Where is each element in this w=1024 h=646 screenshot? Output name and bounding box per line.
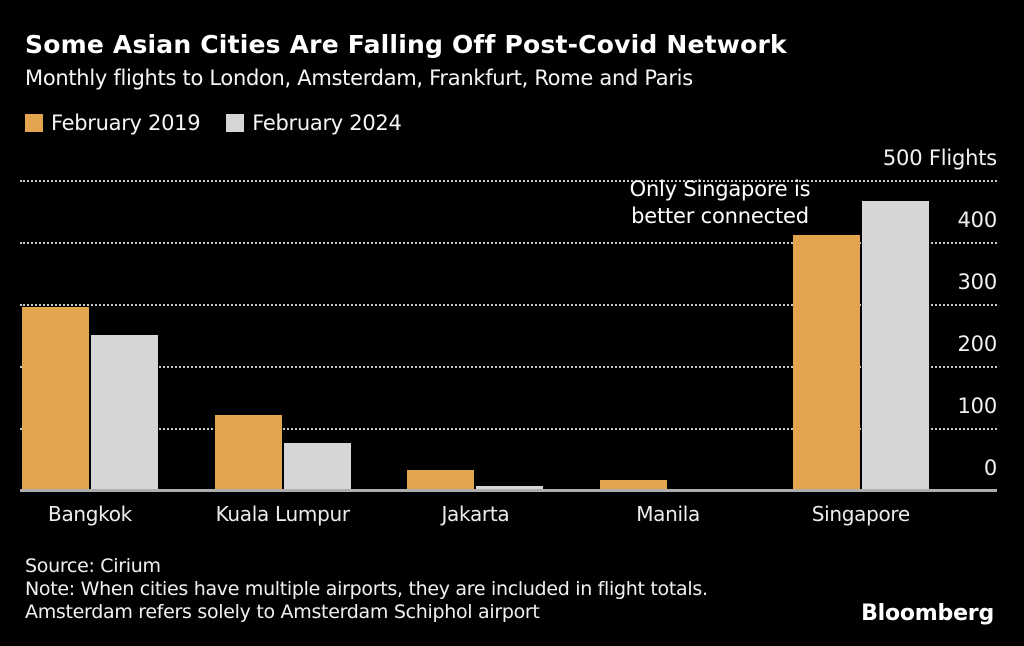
- gridline-500: [20, 180, 997, 182]
- annotation-line-1: Only Singapore is: [629, 177, 811, 201]
- x-category-label-manila: Manila: [636, 502, 700, 526]
- bloomberg-logo: Bloomberg: [861, 601, 994, 626]
- source-line: Source: Cirium: [25, 555, 161, 577]
- bar-bangkok-february-2019: [22, 307, 89, 492]
- gridline-100: [20, 428, 997, 430]
- x-category-label-jakarta: Jakarta: [441, 502, 510, 526]
- legend-item-feb-2019: February 2019: [25, 111, 201, 135]
- y-tick-label-0: 0: [983, 456, 997, 480]
- legend: February 2019 February 2024: [25, 111, 402, 135]
- bar-jakarta-february-2024: [476, 485, 544, 492]
- y-tick-label-300: 300: [957, 270, 998, 294]
- bar-kuala-lumpur-february-2024: [283, 443, 351, 492]
- y-tick-label-400: 400: [957, 208, 998, 232]
- footer-notes: Source: Cirium Note: When cities have mu…: [25, 555, 708, 624]
- chart-subtitle: Monthly flights to London, Amsterdam, Fr…: [25, 66, 693, 90]
- y-tick-label-100: 100: [957, 394, 998, 418]
- bar-bangkok-february-2024: [91, 335, 158, 492]
- bar-kuala-lumpur-february-2019: [214, 415, 282, 492]
- note-line-2: Amsterdam refers solely to Amsterdam Sch…: [25, 601, 540, 623]
- legend-swatch-feb-2024: [226, 114, 245, 132]
- bar-jakarta-february-2019: [407, 470, 475, 492]
- x-category-label-singapore: Singapore: [811, 502, 911, 526]
- legend-label-feb-2019: February 2019: [51, 111, 201, 135]
- x-category-label-bangkok: Bangkok: [48, 502, 132, 526]
- gridline-200: [20, 366, 997, 368]
- plot-area: Only Singapore is better connected 0 100 2…: [20, 146, 998, 526]
- gridline-300: [20, 304, 997, 306]
- legend-label-feb-2024: February 2024: [252, 111, 402, 135]
- y-tick-label-200: 200: [957, 332, 998, 356]
- chart-annotation: Only Singapore is better connected: [540, 176, 900, 230]
- annotation-line-2: better connected: [631, 204, 809, 228]
- note-line-1: Note: When cities have multiple airports…: [25, 578, 708, 600]
- x-axis-baseline: [20, 489, 997, 492]
- y-tick-label-500: 500 Flights: [882, 146, 997, 170]
- gridline-400: [20, 242, 997, 244]
- x-category-label-kuala-lumpur: Kuala Lumpur: [215, 502, 350, 526]
- bar-manila-february-2019: [600, 480, 668, 492]
- bar-singapore-february-2024: [861, 200, 929, 492]
- bar-singapore-february-2019: [792, 234, 860, 492]
- chart-title: Some Asian Cities Are Falling Off Post-C…: [25, 30, 787, 59]
- legend-item-feb-2024: February 2024: [226, 111, 402, 135]
- legend-swatch-feb-2019: [25, 114, 43, 132]
